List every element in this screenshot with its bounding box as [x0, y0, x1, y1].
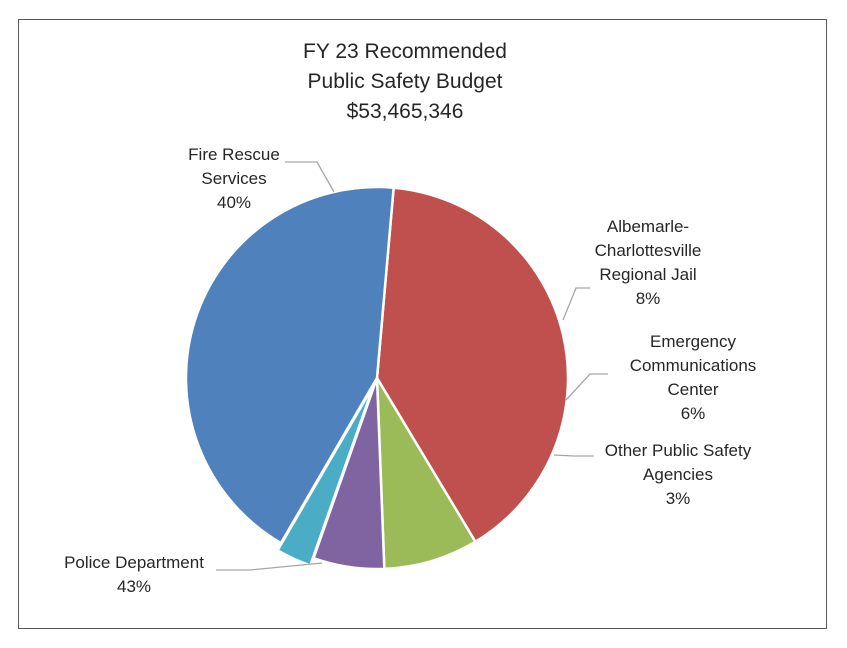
pie-slice-3 — [275, 384, 375, 568]
slice-percent-label-2: 6% — [681, 404, 706, 423]
slice-name-label-0-line-1: Services — [201, 169, 266, 188]
slice-labels: Fire Rescue Services 40% Albemarle- Charlott… — [64, 145, 756, 596]
pie-slice-1 — [375, 377, 478, 571]
slice-name-label-1-line-1: Charlottesville — [595, 241, 702, 260]
slice-percent-label-0: 40% — [217, 193, 251, 212]
slice-percent-label-1: 8% — [636, 289, 661, 308]
slice-name-label-1-line-0: Albemarle- — [607, 217, 689, 236]
leader-line-2 — [565, 373, 608, 401]
slice-percent-label-3: 3% — [666, 489, 691, 508]
chart-title-line-3: $53,465,346 — [347, 100, 464, 123]
leader-line-4 — [216, 562, 323, 571]
slice-name-label-2-line-2: Center — [667, 380, 718, 399]
pie-slices — [184, 185, 570, 571]
slice-name-label-2-line-0: Emergency — [650, 332, 736, 351]
leader-line-3 — [553, 454, 594, 457]
pie-slice-4 — [184, 185, 396, 545]
slice-percent-label-4: 43% — [117, 577, 151, 596]
pie-slice-0 — [375, 186, 570, 544]
chart-title-line-1: FY 23 Recommended — [303, 40, 507, 63]
slice-name-label-4-line-0: Police Department — [64, 553, 204, 572]
slice-name-label-0-line-0: Fire Rescue — [188, 145, 280, 164]
slice-name-label-1-line-2: Regional Jail — [599, 265, 696, 284]
slice-name-label-2-line-1: Communications — [630, 356, 757, 375]
chart-title-line-2: Public Safety Budget — [308, 70, 503, 93]
leader-lines — [216, 161, 608, 571]
slice-name-label-3-line-1: Agencies — [643, 465, 713, 484]
slice-name-label-3-line-0: Other Public Safety — [605, 441, 752, 460]
leader-line-0 — [285, 161, 335, 193]
leader-line-1 — [562, 287, 590, 321]
